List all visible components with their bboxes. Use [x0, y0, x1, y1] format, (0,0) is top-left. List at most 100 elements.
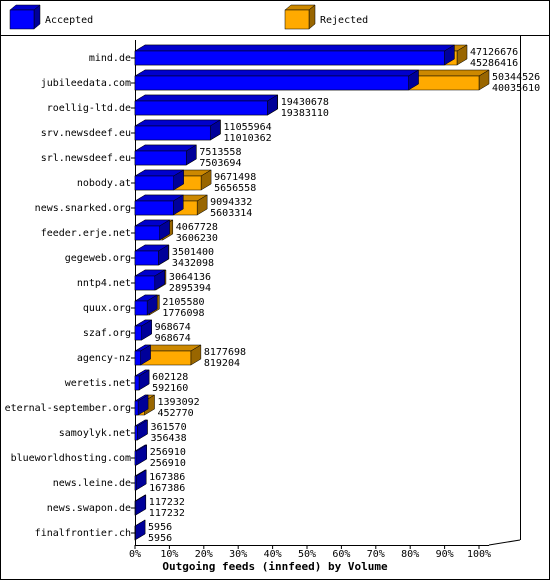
x-tick-label: 70% [367, 549, 385, 560]
legend-swatch [9, 9, 35, 30]
accepted-bar [134, 350, 141, 366]
accepted-bar-top [134, 44, 456, 52]
y-tick-label: srl.newsdeef.eu [41, 153, 131, 164]
accepted-label: 256910 [150, 458, 186, 469]
y-tick-label: mind.de [89, 53, 131, 64]
accepted-label: 117232 [149, 508, 185, 519]
accepted-bar [134, 400, 139, 416]
y-tick-label: feeder.erje.net [41, 228, 131, 239]
accepted-bar [134, 525, 136, 541]
x-tick-label: 0% [129, 549, 141, 560]
y-tick-label: agency-nz [77, 353, 131, 364]
y-tick-label: nntp4.net [77, 278, 131, 289]
accepted-label: 5656558 [214, 183, 256, 194]
accepted-label: 45286416 [470, 58, 518, 69]
total-label: 7513558 [199, 147, 241, 158]
total-label: 3501400 [172, 247, 214, 258]
x-tick-label: 50% [298, 549, 316, 560]
y-tick-label: weretis.net [65, 378, 131, 389]
accepted-label: 968674 [155, 333, 191, 344]
accepted-label: 5603314 [210, 208, 252, 219]
legend-label: Accepted [45, 15, 93, 26]
total-label: 5956 [148, 522, 172, 533]
y-tick-label: news.leine.de [53, 478, 131, 489]
accepted-bar [134, 500, 137, 516]
accepted-bar [134, 50, 445, 66]
y-tick-label: finalfrontier.ch [35, 528, 131, 539]
accepted-label: 3606230 [176, 233, 218, 244]
accepted-bar-top [134, 69, 420, 77]
total-label: 9671498 [214, 172, 256, 183]
accepted-bar-top [134, 144, 198, 152]
total-label: 3064136 [169, 272, 211, 283]
y-tick-label: srv.newsdeef.eu [41, 128, 131, 139]
total-label: 9094332 [210, 197, 252, 208]
accepted-label: 592160 [152, 383, 188, 394]
accepted-label: 3432098 [172, 258, 214, 269]
accepted-bar [134, 375, 140, 391]
total-label: 11055964 [224, 122, 272, 133]
accepted-label: 11010362 [224, 133, 272, 144]
x-tick-label: 90% [436, 549, 454, 560]
total-label: 602128 [152, 372, 188, 383]
accepted-bar-top [134, 94, 279, 102]
total-label: 167386 [149, 472, 185, 483]
total-label: 4067728 [176, 222, 218, 233]
total-label: 117232 [149, 497, 185, 508]
accepted-bar [134, 75, 409, 91]
y-tick-label: eternal-september.org [5, 403, 131, 414]
y-tick-label: szaf.org [83, 328, 131, 339]
accepted-bar [134, 175, 174, 191]
accepted-bar [134, 450, 138, 466]
y-tick-label: samoylyk.net [59, 428, 131, 439]
total-label: 256910 [150, 447, 186, 458]
accepted-bar [134, 475, 137, 491]
y-tick-label: jubileedata.com [41, 78, 131, 89]
total-label: 361570 [150, 422, 186, 433]
accepted-bar [134, 150, 187, 166]
y-tick-label: blueworldhosting.com [11, 453, 131, 464]
accepted-label: 40035610 [492, 83, 540, 94]
y-tick-label: news.snarked.org [35, 203, 131, 214]
x-tick-label: 10% [160, 549, 178, 560]
total-label: 1393092 [158, 397, 200, 408]
accepted-label: 2895394 [169, 283, 211, 294]
accepted-bar [134, 100, 268, 116]
x-tick-label: 40% [264, 549, 282, 560]
accepted-bar [134, 425, 138, 441]
total-label: 8177698 [204, 347, 246, 358]
y-tick-label: quux.org [83, 303, 131, 314]
x-axis-title: Outgoing feeds (innfeed) by Volume [162, 560, 388, 573]
accepted-bar [134, 200, 174, 216]
total-label: 47126676 [470, 47, 518, 58]
x-tick-label: 20% [195, 549, 213, 560]
total-label: 19430678 [281, 97, 329, 108]
accepted-bar [134, 300, 148, 316]
y-tick-label: gegeweb.org [65, 253, 131, 264]
accepted-bar [134, 325, 142, 341]
y-tick-label: roellig-ltd.de [47, 103, 131, 114]
accepted-bar [134, 250, 159, 266]
accepted-label: 7503694 [199, 158, 241, 169]
y-tick-label: news.swapon.de [47, 503, 131, 514]
accepted-label: 5956 [148, 533, 172, 544]
accepted-label: 1776098 [162, 308, 204, 319]
total-label: 968674 [155, 322, 191, 333]
x-tick-label: 30% [229, 549, 247, 560]
accepted-bar [134, 275, 156, 291]
total-label: 2105580 [162, 297, 204, 308]
x-tick-label: 60% [332, 549, 350, 560]
x-tick-label: 80% [401, 549, 419, 560]
accepted-label: 452770 [158, 408, 194, 419]
accepted-label: 356438 [150, 433, 186, 444]
total-label: 50344526 [492, 72, 540, 83]
legend-label: Rejected [320, 15, 368, 26]
accepted-label: 819204 [204, 358, 240, 369]
legend-swatch [284, 9, 310, 30]
plot-corner [488, 539, 521, 546]
y-tick-label: nobody.at [77, 178, 131, 189]
accepted-label: 19383110 [281, 108, 329, 119]
accepted-bar [134, 125, 211, 141]
x-tick-label: 100% [467, 549, 491, 560]
